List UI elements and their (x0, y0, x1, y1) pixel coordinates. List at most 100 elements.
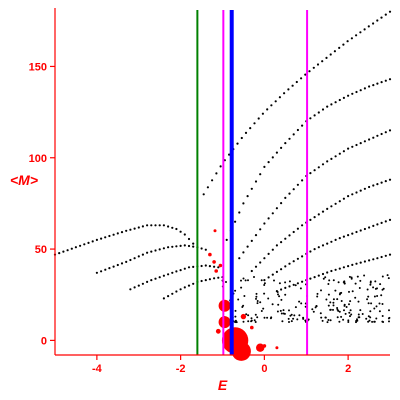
data-point (256, 302, 259, 305)
data-point (329, 308, 332, 311)
data-point (348, 311, 351, 314)
data-point (368, 226, 371, 229)
data-point (171, 271, 174, 274)
data-point (337, 309, 340, 312)
data-point (363, 187, 366, 190)
data-point (321, 60, 324, 63)
data-point (187, 244, 191, 248)
data-point (316, 292, 319, 295)
data-point (162, 297, 165, 300)
data-point (346, 40, 349, 43)
data-point (380, 221, 383, 224)
data-point (326, 160, 329, 163)
data-point (348, 275, 351, 278)
data-point (359, 279, 362, 282)
data-point (292, 188, 295, 191)
data-point (259, 261, 262, 264)
data-point (242, 202, 245, 205)
data-point (373, 295, 376, 298)
data-point (376, 82, 379, 85)
data-point (332, 301, 335, 304)
data-point (167, 273, 170, 276)
data-point (348, 290, 350, 293)
data-point (267, 161, 270, 164)
data-point (288, 234, 291, 237)
data-point (314, 306, 317, 309)
data-point (167, 246, 170, 249)
data-point (388, 253, 392, 256)
data-point (354, 282, 357, 285)
data-point (357, 316, 360, 319)
data-point (368, 259, 371, 262)
data-point (301, 280, 304, 283)
data-point (296, 128, 299, 132)
data-point (284, 286, 287, 289)
data-point (304, 73, 307, 76)
weighted-point (212, 260, 216, 264)
data-point (368, 319, 371, 322)
data-point (292, 260, 295, 263)
data-point (108, 234, 111, 238)
data-point (100, 237, 103, 240)
data-point (276, 291, 279, 293)
data-point (388, 320, 390, 323)
data-point (288, 192, 291, 195)
data-point (171, 245, 174, 248)
data-point (347, 321, 350, 323)
data-point (363, 140, 366, 143)
data-point (284, 237, 287, 240)
data-point (387, 317, 390, 320)
data-point (365, 317, 368, 320)
data-point (183, 244, 186, 247)
data-point (355, 90, 358, 94)
data-point (262, 307, 265, 310)
data-point (250, 187, 253, 190)
data-point (319, 312, 322, 315)
data-point (292, 283, 295, 286)
data-point (296, 257, 299, 260)
y-tick-label: 50 (35, 244, 47, 256)
data-point (206, 186, 209, 189)
data-point (367, 25, 370, 28)
data-point (225, 281, 227, 283)
data-point (329, 319, 332, 322)
weighted-point (213, 229, 217, 233)
data-point (376, 223, 379, 226)
data-point (225, 238, 228, 241)
data-point (333, 50, 336, 53)
data-point (243, 295, 246, 297)
data-point (332, 304, 335, 307)
data-point (381, 315, 384, 317)
data-point (296, 227, 299, 230)
data-point (380, 255, 383, 259)
data-point (322, 277, 325, 280)
data-point (372, 286, 375, 289)
data-point (154, 224, 157, 227)
data-point (246, 245, 249, 248)
data-point (349, 315, 351, 318)
x-tick-label: 0 (261, 363, 267, 375)
data-point (112, 265, 115, 268)
data-point (351, 193, 354, 196)
data-point (238, 257, 241, 260)
data-point (342, 96, 345, 99)
data-point (108, 267, 111, 270)
data-point (208, 265, 211, 268)
data-point (208, 278, 211, 281)
data-point (313, 169, 316, 172)
data-point (263, 257, 266, 260)
data-point (313, 216, 316, 219)
data-point (359, 31, 362, 34)
vertical-markers (196, 10, 309, 355)
data-point (384, 79, 387, 82)
data-point (351, 145, 354, 148)
data-point (366, 298, 369, 301)
data-point (104, 236, 107, 239)
data-point (260, 310, 263, 312)
data-point (162, 274, 165, 277)
data-point (373, 320, 376, 323)
x-tick-label: -4 (92, 363, 103, 375)
data-point (330, 103, 333, 106)
data-point (245, 313, 248, 316)
data-point (270, 104, 273, 107)
